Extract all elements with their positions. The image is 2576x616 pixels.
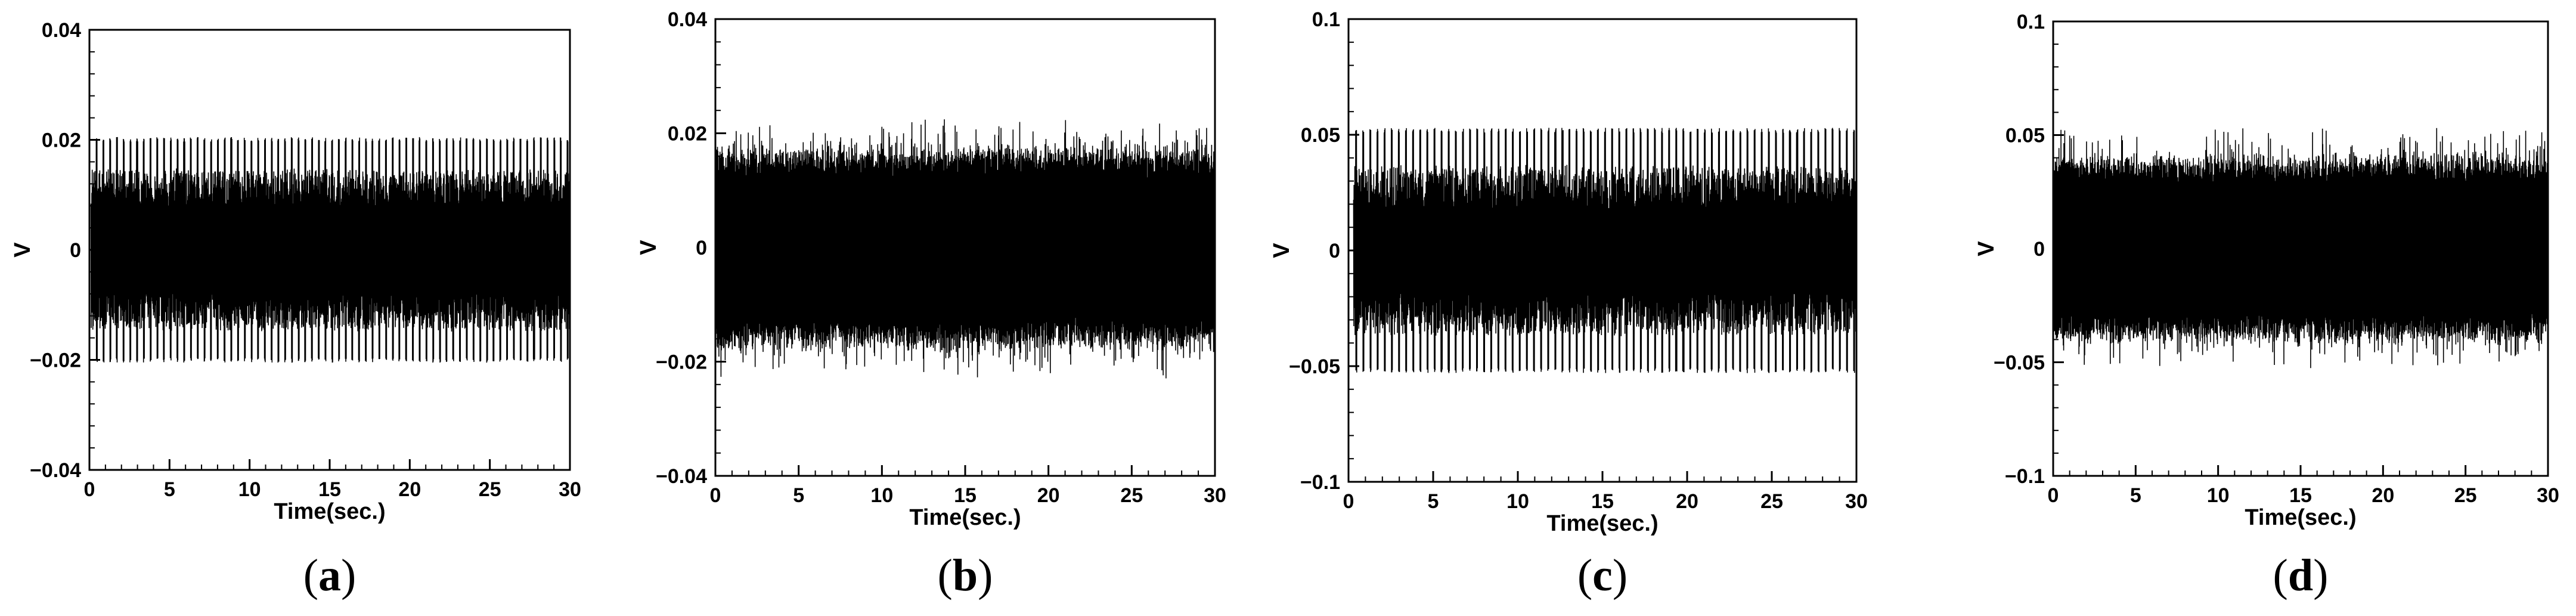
panel-letter: d [2288, 550, 2313, 600]
panel-caption: (a) [303, 550, 357, 600]
x-tick-label: 0 [84, 478, 95, 501]
signal-series-line [715, 119, 1216, 379]
x-tick-label: 30 [559, 478, 581, 501]
x-tick-label: 15 [2289, 484, 2312, 507]
y-tick-label: −0.04 [30, 459, 81, 482]
y-tick-label: 0 [70, 239, 81, 262]
x-tick-label: 0 [710, 484, 721, 507]
x-tick-label: 25 [1760, 490, 1783, 513]
panel-caption: (b) [938, 550, 993, 600]
panel-letter: c [1592, 550, 1613, 600]
x-tick-label: 20 [1676, 490, 1698, 513]
signal-series-line [2053, 128, 2549, 369]
x-axis-title: Time(sec.) [909, 505, 1021, 530]
x-axis-title: Time(sec.) [274, 499, 385, 524]
chart-panel-d: −0.1 −0.05 0 0.05 0.1 0 5 10 15 20 25 30 Time(sec.) V… [1974, 11, 2559, 600]
x-tick-label: 10 [2207, 484, 2230, 507]
y-tick-label: 0.04 [668, 8, 707, 31]
y-axis-title: V [10, 242, 35, 258]
x-tick-label: 20 [398, 478, 421, 501]
x-tick-label: 5 [2130, 484, 2141, 507]
chart-panel-a: −0.04 −0.02 0 0.02 0.04 0 5 10 15 20 25 30 Time(sec.… [10, 19, 581, 600]
y-tick-label: 0.1 [2017, 11, 2045, 33]
x-tick-label: 25 [2454, 484, 2477, 507]
chart-panel-b: −0.04 −0.02 0 0.02 0.04 0 5 10 15 20 25 30 Time(sec.… [636, 8, 1226, 600]
y-tick-label: −0.02 [30, 349, 81, 372]
y-axis-title: V [636, 240, 661, 255]
x-tick-label: 30 [2537, 484, 2559, 507]
y-tick-label: 0 [1329, 240, 1340, 262]
y-tick-label: 0.05 [2005, 125, 2045, 147]
x-tick-label: 25 [479, 478, 501, 501]
y-tick-label: −0.05 [1994, 352, 2045, 374]
x-tick-label: 20 [2372, 484, 2394, 507]
x-tick-label: 15 [954, 484, 977, 507]
y-axis-title: V [1269, 243, 1294, 258]
chart-panel-c: −0.1 −0.05 0 0.05 0.1 0 5 10 15 20 25 30 Time(sec.) V… [1269, 8, 1868, 600]
x-tick-label: 30 [1204, 484, 1226, 507]
panel-letter: a [318, 550, 341, 600]
y-tick-label: 0.02 [668, 123, 707, 146]
y-tick-label: 0 [2033, 238, 2045, 261]
y-tick-label: −0.1 [1300, 471, 1340, 494]
x-tick-label: 5 [164, 478, 175, 501]
x-tick-label: 15 [1591, 490, 1614, 513]
x-tick-label: 15 [318, 478, 341, 501]
x-axis-title: Time(sec.) [2245, 505, 2356, 530]
y-tick-label: −0.1 [2005, 465, 2045, 488]
x-tick-label: 25 [1120, 484, 1143, 507]
y-tick-label: 0.02 [42, 129, 81, 152]
panel-letter: b [953, 550, 978, 600]
x-tick-label: 20 [1037, 484, 1060, 507]
panel-caption: (d) [2273, 550, 2329, 600]
x-tick-label: 0 [2048, 484, 2059, 507]
y-tick-label: −0.04 [656, 465, 707, 488]
y-tick-label: 0.05 [1301, 124, 1340, 147]
y-tick-label: −0.05 [1289, 355, 1340, 378]
x-tick-label: 10 [238, 478, 261, 501]
x-tick-label: 10 [870, 484, 893, 507]
signal-series-line [90, 137, 571, 363]
x-tick-label: 5 [1428, 490, 1439, 513]
y-tick-label: 0.1 [1312, 8, 1340, 31]
signal-series-line [1353, 128, 1857, 373]
x-tick-label: 0 [1343, 490, 1354, 513]
x-tick-label: 5 [793, 484, 804, 507]
x-tick-label: 10 [1506, 490, 1529, 513]
x-axis-title: Time(sec.) [1546, 511, 1658, 536]
y-tick-label: 0 [696, 237, 707, 259]
y-axis-title: V [1974, 241, 1999, 256]
y-tick-label: −0.02 [656, 351, 707, 374]
y-tick-label: 0.04 [42, 19, 81, 42]
panel-caption: (c) [1577, 550, 1628, 600]
x-tick-label: 30 [1845, 490, 1868, 513]
